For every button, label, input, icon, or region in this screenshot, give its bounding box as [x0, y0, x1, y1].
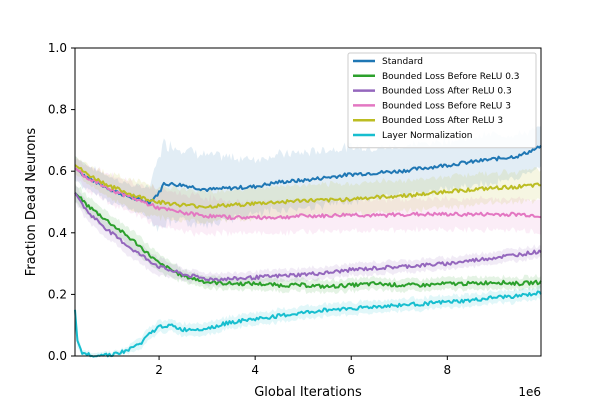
x-axis-offset-label: 1e6 [518, 385, 541, 399]
y-tick-label: 0.0 [48, 349, 67, 363]
x-axis-ticks: 2 4 6 8 [155, 356, 451, 377]
legend-label: Layer Normalization [382, 131, 473, 141]
legend-label: Bounded Loss After ReLU 0.3 [382, 87, 512, 97]
legend: Standard Bounded Loss Before ReLU 0.3 Boun… [347, 52, 537, 149]
y-tick-label: 0.4 [48, 226, 67, 240]
series-band-3 [75, 158, 541, 237]
x-axis-title: Global Iterations [254, 385, 362, 400]
series-line-4 [74, 164, 541, 209]
legend-label: Standard [382, 57, 423, 67]
x-tick-label: 6 [347, 363, 355, 377]
series-line-3 [74, 167, 542, 221]
x-tick-label: 8 [443, 363, 451, 377]
y-axis-title: Fraction Dead Neurons [24, 128, 39, 277]
series-band-5 [75, 285, 541, 356]
legend-box [347, 52, 537, 149]
series-band-4 [75, 156, 541, 225]
series-line-1 [74, 192, 542, 289]
legend-label: Bounded Loss Before ReLU 3 [382, 101, 511, 111]
legend-label: Bounded Loss Before ReLU 0.3 [382, 72, 520, 82]
y-tick-label: 1.0 [48, 41, 67, 55]
x-tick-label: 4 [251, 363, 259, 377]
legend-label: Bounded Loss After ReLU 3 [382, 116, 503, 126]
series-band-2 [75, 184, 541, 288]
plot-area-frame [74, 47, 542, 357]
series-line-5 [74, 290, 542, 358]
y-tick-label: 0.8 [48, 103, 67, 117]
y-tick-label: 0.2 [48, 287, 67, 301]
y-tick-label: 0.6 [48, 164, 67, 178]
series-lines [74, 145, 542, 358]
series-line-2 [74, 192, 542, 282]
x-tick-label: 2 [155, 363, 163, 377]
y-axis-ticks: 0.0 0.2 0.4 0.6 0.8 1.0 [48, 41, 75, 363]
